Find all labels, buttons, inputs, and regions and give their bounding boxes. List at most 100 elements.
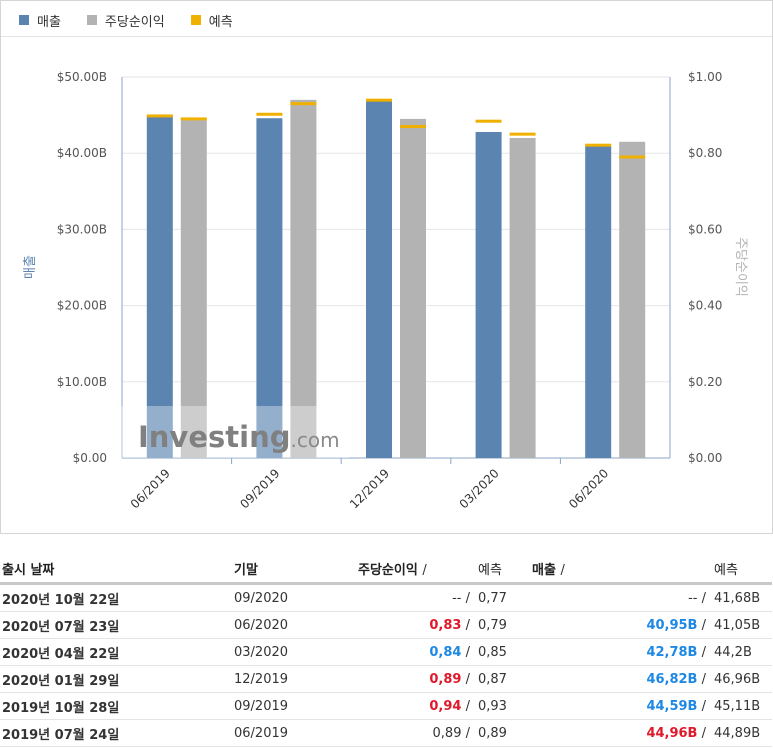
row-revenue-cell: 46,82B / bbox=[530, 665, 708, 693]
revenue-bar bbox=[256, 118, 283, 459]
row-release-date: 2020년 07월 23일 bbox=[0, 611, 232, 639]
row-revenue-slash: / bbox=[701, 617, 706, 633]
x-tick-label: 03/2020 bbox=[457, 466, 502, 511]
row-release-date: 2019년 10월 28일 bbox=[0, 692, 232, 720]
x-tick-label: 09/2019 bbox=[237, 466, 282, 511]
row-period: 09/2019 bbox=[232, 692, 356, 720]
revenue-forecast-marker bbox=[146, 114, 173, 118]
forecast-swatch-icon bbox=[190, 15, 201, 25]
table-header-row: 출시 날짜 기말 주당순이익 / 예측 매출 / 예측 bbox=[0, 554, 772, 585]
eps-forecast-marker bbox=[619, 155, 646, 159]
chart-legend: 매출 주당순이익 예측 bbox=[19, 11, 233, 30]
eps-bar bbox=[400, 118, 426, 458]
row-revenue-slash: / bbox=[701, 698, 706, 714]
row-eps-forecast: 0,93 bbox=[472, 692, 530, 720]
row-eps-cell: 0,83 / bbox=[356, 611, 472, 639]
row-period: 06/2019 bbox=[232, 719, 356, 747]
x-tick-label: 12/2019 bbox=[347, 466, 392, 511]
earnings-bar-chart: $0.00 $10.00B $20.00B $30.00B $40.00B $50.00B… bbox=[23, 70, 748, 511]
revenue-bar bbox=[366, 101, 392, 458]
eps-forecast-marker bbox=[400, 125, 426, 129]
y-right-tick-label: $0.20 bbox=[688, 375, 722, 389]
x-tick-label: 06/2020 bbox=[566, 466, 611, 511]
row-period: 12/2019 bbox=[232, 665, 356, 693]
row-revenue-slash: / bbox=[701, 725, 706, 741]
row-revenue-cell: -- / bbox=[530, 583, 708, 612]
row-eps-slash: / bbox=[465, 671, 470, 687]
row-revenue-actual: -- bbox=[688, 590, 698, 606]
row-eps-actual: 0,84 bbox=[429, 644, 462, 660]
row-eps-cell: -- / bbox=[356, 583, 472, 612]
row-revenue-actual: 44,96B bbox=[646, 725, 698, 741]
revenue-bar bbox=[475, 132, 502, 458]
row-period: 03/2020 bbox=[232, 638, 356, 666]
row-release-date: 2019년 07월 24일 bbox=[0, 719, 232, 747]
row-eps-forecast: 0,87 bbox=[472, 665, 530, 693]
header-eps[interactable]: 주당순이익 / bbox=[356, 554, 472, 585]
row-eps-slash: / bbox=[465, 725, 470, 741]
revenue-forecast-marker bbox=[475, 119, 502, 123]
y-left-tick-label: $10.00B bbox=[57, 375, 107, 389]
row-eps-actual: -- bbox=[452, 590, 462, 606]
legend-item-forecast[interactable]: 예측 bbox=[190, 11, 233, 30]
revenue-forecast-marker bbox=[256, 112, 283, 116]
y-left-tick-label: $40.00B bbox=[57, 146, 107, 160]
row-revenue-forecast: 46,96B bbox=[708, 665, 772, 693]
eps-bar bbox=[619, 141, 646, 458]
investing-watermark: Investing.com bbox=[138, 420, 340, 454]
header-revenue[interactable]: 매출 / bbox=[530, 554, 708, 585]
legend-item-eps[interactable]: 주당순이익 bbox=[86, 11, 165, 30]
table-row[interactable]: 2019년 07월 24일 06/2019 0,89 /0,89 44,96B /44… bbox=[0, 719, 772, 747]
y-left-tick-label: $0.00 bbox=[73, 451, 107, 465]
legend-item-revenue[interactable]: 매출 bbox=[19, 11, 61, 30]
legend-label-forecast: 예측 bbox=[208, 14, 233, 30]
header-date[interactable]: 출시 날짜 bbox=[0, 554, 232, 585]
row-revenue-cell: 44,59B / bbox=[530, 692, 708, 720]
row-period: 09/2020 bbox=[232, 583, 356, 612]
revenue-bar bbox=[585, 145, 612, 458]
row-eps-slash: / bbox=[465, 698, 470, 714]
y-left-tick-label: $50.00B bbox=[57, 70, 107, 84]
row-revenue-actual: 44,59B bbox=[646, 698, 698, 714]
table-row[interactable]: 2020년 10월 22일 09/2020 -- /0,77 -- /41,68B bbox=[0, 583, 772, 612]
row-eps-slash: / bbox=[465, 644, 470, 660]
header-revenue-forecast[interactable]: 예측 bbox=[708, 554, 772, 585]
row-revenue-cell: 40,95B / bbox=[530, 611, 708, 639]
row-eps-slash: / bbox=[465, 617, 470, 633]
y-left-tick-label: $30.00B bbox=[57, 222, 107, 236]
header-revenue-slash: / bbox=[560, 562, 565, 578]
row-revenue-slash: / bbox=[701, 644, 706, 660]
header-period[interactable]: 기말 bbox=[232, 554, 356, 585]
row-revenue-cell: 44,96B / bbox=[530, 719, 708, 747]
row-eps-cell: 0,89 / bbox=[356, 665, 472, 693]
row-eps-slash: / bbox=[465, 590, 470, 606]
eps-forecast-marker bbox=[509, 132, 536, 136]
table-row[interactable]: 2020년 04월 22일 03/2020 0,84 /0,85 42,78B /44… bbox=[0, 638, 772, 666]
eps-forecast-marker bbox=[290, 102, 317, 106]
row-eps-actual: 0,94 bbox=[429, 698, 462, 714]
y-right-tick-label: $0.00 bbox=[688, 451, 722, 465]
table-row[interactable]: 2020년 01월 29일 12/2019 0,89 /0,87 46,82B /46… bbox=[0, 665, 772, 693]
row-release-date: 2020년 10월 22일 bbox=[0, 583, 232, 612]
row-revenue-forecast: 44,89B bbox=[708, 719, 772, 747]
table-row[interactable]: 2019년 10월 28일 09/2019 0,94 /0,93 44,59B /45… bbox=[0, 692, 772, 720]
header-eps-forecast[interactable]: 예측 bbox=[472, 554, 530, 585]
row-revenue-forecast: 44,2B bbox=[708, 638, 772, 666]
watermark-backdrop bbox=[119, 406, 349, 458]
row-eps-actual: 0,83 bbox=[429, 617, 462, 633]
eps-bar bbox=[509, 137, 536, 458]
header-revenue-label: 매출 bbox=[532, 562, 556, 578]
table-row[interactable]: 2020년 07월 23일 06/2020 0,83 /0,79 40,95B /41… bbox=[0, 611, 772, 639]
row-revenue-forecast: 45,11B bbox=[708, 692, 772, 720]
row-revenue-slash: / bbox=[701, 671, 706, 687]
row-eps-forecast: 0,79 bbox=[472, 611, 530, 639]
y-right-tick-label: $1.00 bbox=[688, 70, 722, 84]
y-right-tick-label: $0.40 bbox=[688, 299, 722, 313]
row-eps-forecast: 0,77 bbox=[472, 583, 530, 612]
earnings-chart-panel: 매출 주당순이익 예측 $0.00 $10.00B $20.00B $30.00B $4… bbox=[0, 0, 773, 534]
eps-bar bbox=[180, 118, 207, 458]
y-right-axis-title: 주당순이익 bbox=[733, 237, 748, 297]
row-eps-cell: 0,89 / bbox=[356, 719, 472, 747]
row-revenue-forecast: 41,05B bbox=[708, 611, 772, 639]
y-right-tick-label: $0.60 bbox=[688, 222, 722, 236]
